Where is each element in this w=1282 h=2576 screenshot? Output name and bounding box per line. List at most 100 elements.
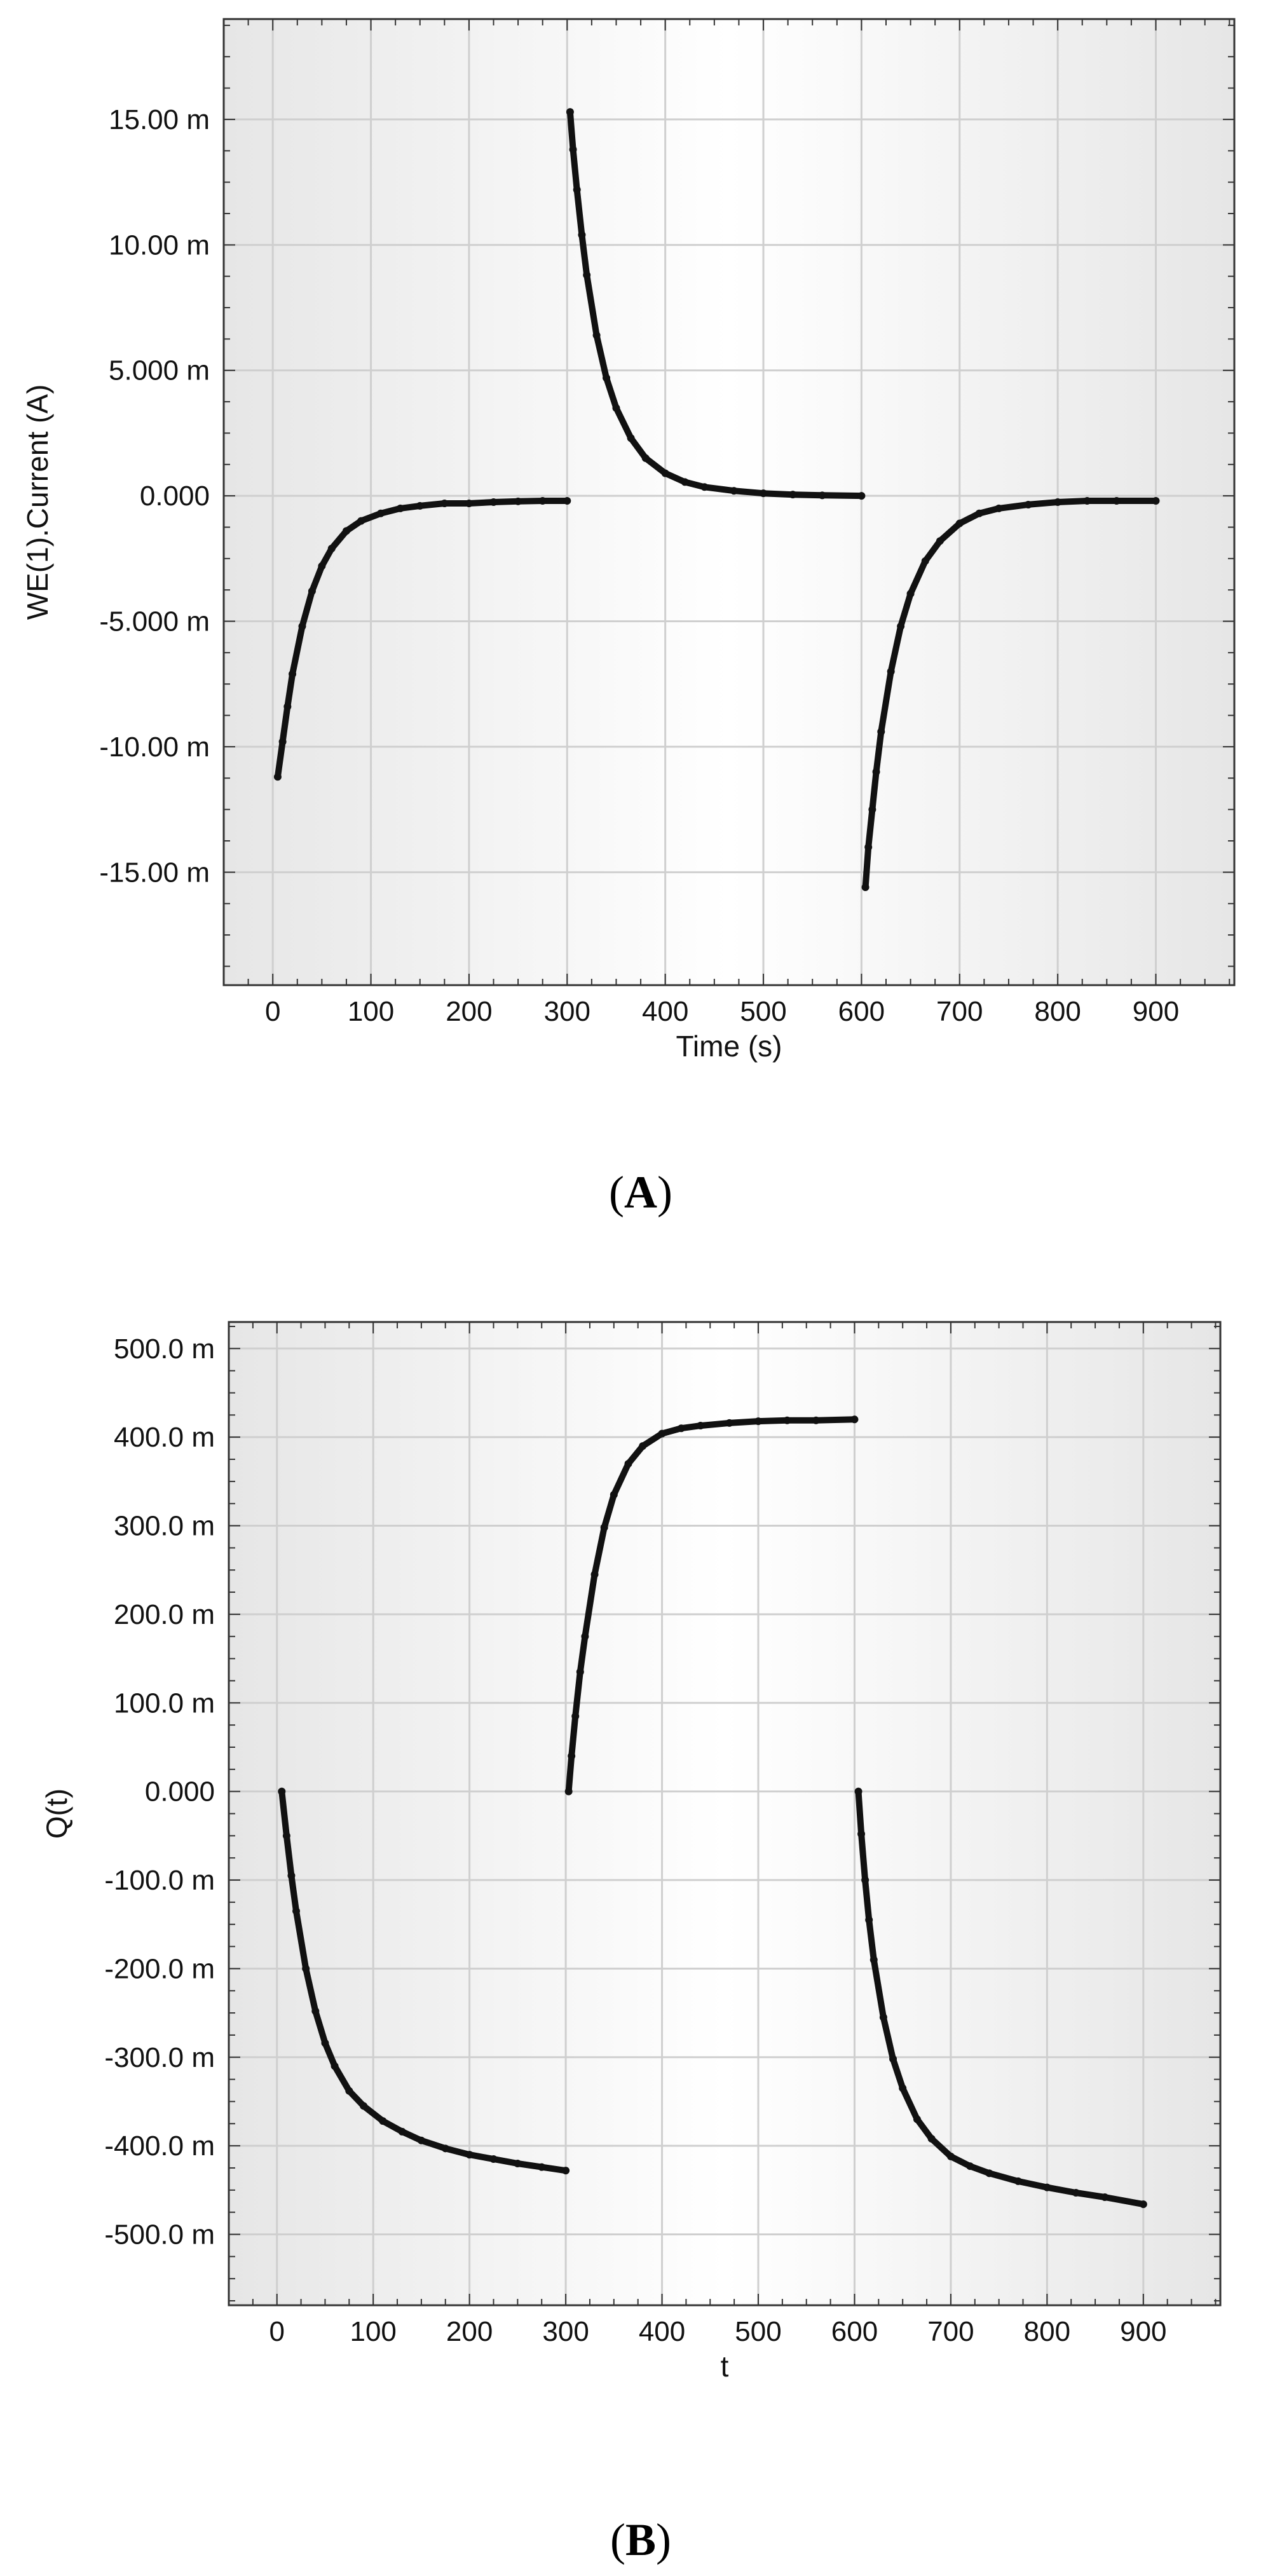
- data-point: [489, 2155, 498, 2164]
- data-point: [966, 2162, 974, 2171]
- data-point: [818, 491, 826, 500]
- x-tick-label: 600: [838, 996, 885, 1027]
- data-point: [877, 728, 885, 736]
- x-tick-label: 900: [1120, 2316, 1166, 2347]
- y-tick-label: -100.0 m: [104, 1865, 215, 1896]
- x-tick-label: 200: [446, 996, 492, 1027]
- data-point: [1139, 2200, 1147, 2209]
- data-point: [590, 1571, 599, 1579]
- x-tick-label: 200: [446, 2316, 493, 2347]
- data-point: [465, 499, 473, 507]
- panel-label-paren-open: (: [609, 1167, 624, 1218]
- data-point: [1054, 498, 1062, 506]
- data-point: [398, 2127, 406, 2136]
- data-point: [872, 768, 880, 776]
- chart-a-svg: 0 100 200 300 400 500 600 700 800 900 15.00 m 10.00…: [21, 18, 1236, 1218]
- data-point: [417, 2136, 425, 2144]
- data-point: [700, 483, 709, 491]
- data-point: [658, 1429, 666, 1438]
- data-point: [754, 1417, 763, 1426]
- data-point: [342, 527, 350, 535]
- panel-label-paren-close: ): [657, 1167, 672, 1218]
- data-series-2: [566, 109, 865, 500]
- data-point: [376, 509, 385, 517]
- x-tick-label: 700: [927, 2316, 974, 2347]
- data-point: [396, 504, 404, 512]
- data-point: [985, 2169, 993, 2177]
- data-point: [946, 2152, 955, 2160]
- data-point: [864, 843, 873, 851]
- data-point: [1101, 2193, 1109, 2201]
- data-point: [573, 186, 581, 194]
- data-point: [627, 434, 635, 442]
- y-axis-title: Q(t): [40, 1789, 73, 1839]
- panel-label: (B): [610, 2514, 671, 2565]
- data-point: [899, 2084, 907, 2092]
- y-tick-label: 400.0 m: [114, 1422, 215, 1453]
- x-tick-label: 100: [348, 996, 394, 1027]
- data-point: [283, 702, 292, 711]
- data-point: [287, 1872, 296, 1880]
- x-tick-label: 800: [1034, 996, 1081, 1027]
- y-tick-label: -200.0 m: [104, 1953, 215, 1984]
- data-point: [489, 498, 498, 506]
- data-point: [995, 504, 1003, 512]
- data-point: [278, 1787, 286, 1796]
- data-point: [789, 491, 797, 499]
- data-point: [321, 2039, 329, 2047]
- data-point: [273, 773, 282, 781]
- x-tick-label: 100: [350, 2316, 396, 2347]
- x-tick-label: 400: [642, 996, 688, 1027]
- data-point: [416, 501, 424, 510]
- data-series-3: [862, 498, 1159, 890]
- data-point: [603, 374, 611, 382]
- data-point: [514, 497, 522, 505]
- data-point: [360, 2102, 368, 2110]
- x-tick-label: 800: [1024, 2316, 1070, 2347]
- data-point: [563, 497, 571, 505]
- panel-label-paren-close: ): [656, 2514, 671, 2565]
- x-tick-label: 900: [1133, 996, 1179, 1027]
- data-point: [289, 670, 297, 678]
- data-point: [562, 2167, 570, 2175]
- x-tick-label: 0: [265, 996, 280, 1027]
- data-point: [783, 1416, 791, 1424]
- data-point: [441, 2144, 449, 2153]
- y-tick-label: 500.0 m: [114, 1333, 215, 1365]
- data-point: [292, 1907, 301, 1915]
- panel-label-letter: B: [625, 2514, 656, 2565]
- data-point: [1152, 497, 1160, 505]
- data-point: [730, 487, 738, 495]
- data-point: [865, 1916, 873, 1924]
- data-point: [564, 1787, 573, 1796]
- data-point: [345, 2087, 353, 2095]
- plot-frame: [222, 18, 1236, 986]
- x-axis-title: Time (s): [676, 1030, 782, 1063]
- y-tick-label: 15.00 m: [109, 104, 210, 135]
- data-point: [331, 2062, 339, 2070]
- y-tick-label: -5.000 m: [99, 606, 210, 637]
- panel-label-letter: A: [624, 1167, 657, 1218]
- data-point: [538, 2163, 546, 2171]
- data-point: [576, 1668, 584, 1676]
- data-point: [581, 1632, 589, 1640]
- data-point: [298, 622, 306, 630]
- data-point: [1112, 497, 1121, 505]
- data-point: [936, 537, 944, 545]
- data-point: [1014, 2177, 1022, 2185]
- data-point: [538, 497, 547, 505]
- data-point: [600, 1523, 608, 1532]
- x-tick-label: 300: [542, 2316, 589, 2347]
- data-point: [889, 2055, 897, 2063]
- x-tick-label: 500: [735, 2316, 781, 2347]
- x-tick-label: 700: [936, 996, 983, 1027]
- y-tick-label: 10.00 m: [109, 229, 210, 261]
- minor-ticks: [223, 19, 1234, 985]
- x-axis-title: t: [721, 2350, 729, 2383]
- data-point: [641, 454, 650, 462]
- y-tick-label: -15.00 m: [99, 857, 210, 888]
- y-tick-label: 0.000: [145, 1776, 215, 1808]
- data-point: [440, 499, 449, 507]
- data-point: [379, 2117, 387, 2125]
- data-point: [681, 478, 689, 486]
